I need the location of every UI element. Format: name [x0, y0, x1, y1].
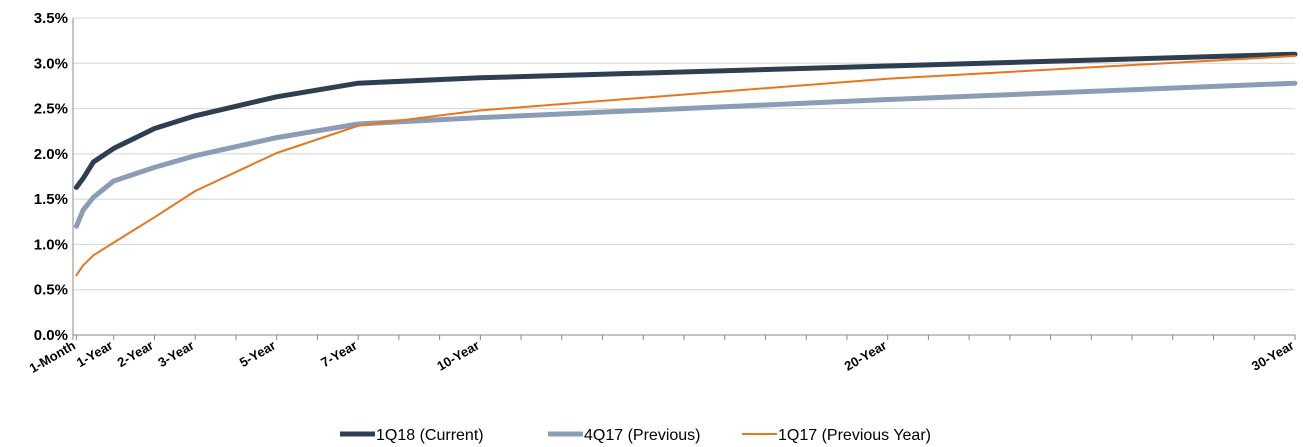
x-tick-label: 7-Year: [318, 338, 359, 371]
x-tick-label: 10-Year: [434, 338, 482, 374]
y-tick-label: 0.5%: [34, 282, 68, 299]
y-tick-label: 1.5%: [34, 191, 68, 208]
x-tick-label: 30-Year: [1249, 338, 1297, 374]
legend-label: 1Q17 (Previous Year): [778, 427, 931, 444]
legend-label: 4Q17 (Previous): [584, 427, 701, 444]
y-tick-label: 2.5%: [34, 101, 68, 118]
x-tick-label: 1-Year: [74, 338, 115, 371]
series-line: [73, 51, 1298, 190]
y-tick-label: 0.0%: [34, 327, 68, 344]
x-tick-label: 3-Year: [155, 338, 196, 371]
x-tick-label: 2-Year: [115, 338, 156, 371]
legend-label: 1Q18 (Current): [376, 427, 484, 444]
y-tick-label: 1.0%: [34, 236, 68, 253]
x-axis: [72, 335, 1296, 340]
y-tick-label: 3.0%: [34, 55, 68, 72]
x-tick-label: 20-Year: [842, 338, 890, 374]
y-axis-tick-labels: 0.0% 0.5% 1.0% 1.5% 2.0% 2.5% 3.0% 3.5%: [34, 10, 68, 344]
series-line: [75, 55, 1296, 277]
series-line: [73, 80, 1298, 229]
y-tick-label: 3.5%: [34, 10, 68, 27]
x-tick-label: 5-Year: [237, 338, 278, 371]
y-tick-label: 2.0%: [34, 146, 68, 163]
series-lines: [73, 51, 1298, 277]
legend: 1Q18 (Current) 4Q17 (Previous) 1Q17 (Previ…: [340, 427, 931, 444]
